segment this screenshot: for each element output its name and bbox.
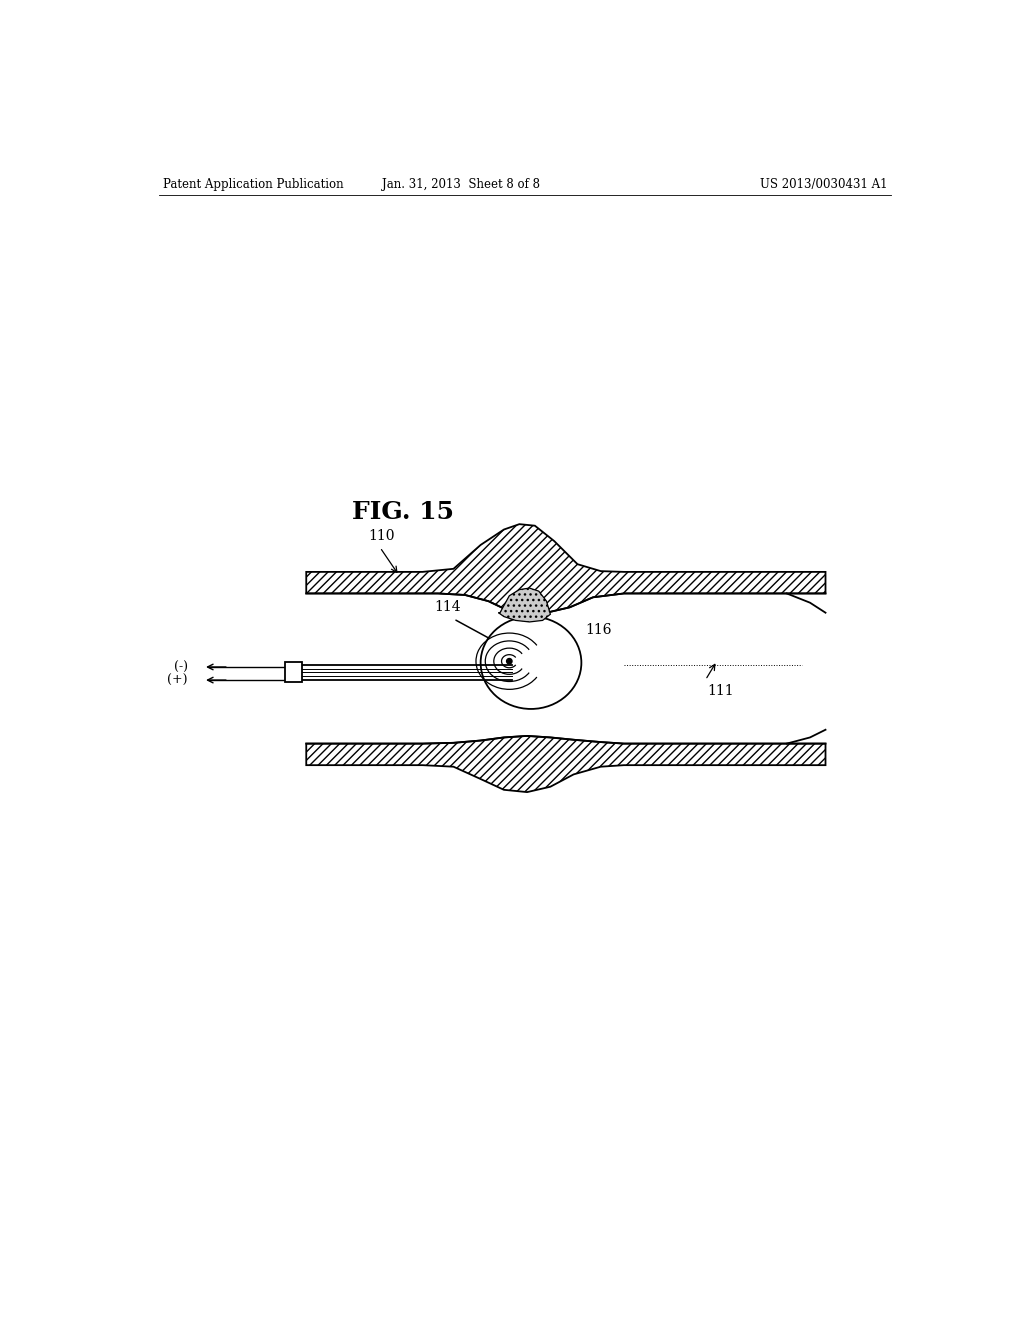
Text: Jan. 31, 2013  Sheet 8 of 8: Jan. 31, 2013 Sheet 8 of 8	[382, 178, 541, 190]
Text: 112: 112	[527, 692, 554, 705]
Circle shape	[507, 659, 512, 664]
Text: FIG. 15: FIG. 15	[352, 500, 454, 524]
Text: Patent Application Publication: Patent Application Publication	[163, 178, 343, 190]
Text: (+): (+)	[167, 673, 187, 686]
Polygon shape	[306, 737, 825, 792]
Bar	[286, 663, 302, 682]
Text: 114: 114	[434, 601, 461, 614]
Text: 116: 116	[586, 623, 611, 636]
Text: 110: 110	[369, 528, 394, 543]
Text: 111: 111	[708, 684, 734, 698]
Text: (-): (-)	[174, 660, 187, 673]
Ellipse shape	[480, 616, 582, 709]
Polygon shape	[499, 589, 550, 622]
Text: US 2013/0030431 A1: US 2013/0030431 A1	[760, 178, 888, 190]
Polygon shape	[306, 524, 825, 614]
